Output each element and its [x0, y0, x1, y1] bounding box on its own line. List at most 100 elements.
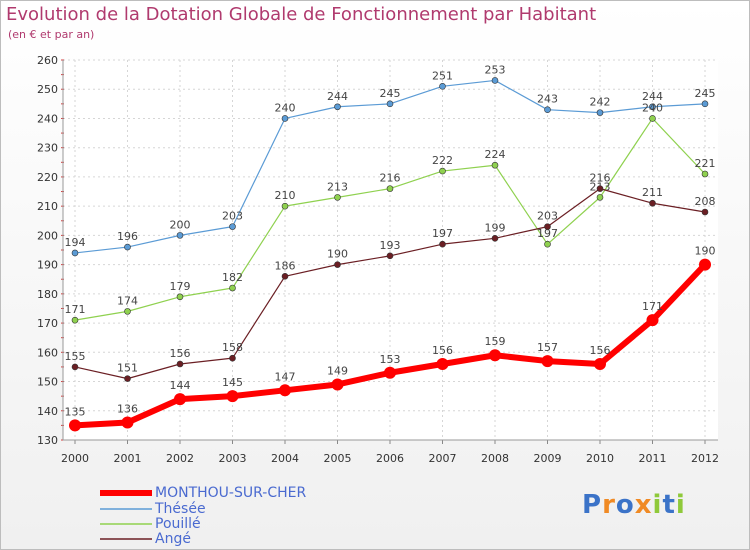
data-label: 186	[275, 259, 296, 272]
data-point	[649, 199, 656, 207]
data-label: 157	[537, 341, 558, 354]
legend-label-thesee: Thésée	[155, 501, 206, 517]
data-label: 242	[590, 96, 611, 109]
data-label: 179	[170, 280, 191, 293]
data-label: 156	[590, 344, 611, 357]
x-tick-label: 2001	[114, 452, 142, 465]
data-point	[281, 115, 289, 122]
data-label: 171	[65, 303, 86, 316]
y-tick-label: 260	[37, 54, 58, 67]
data-point	[544, 240, 551, 248]
data-label: 197	[432, 227, 453, 240]
data-point	[281, 202, 289, 210]
data-point	[386, 185, 394, 192]
data-label: 182	[222, 271, 243, 284]
data-label: 240	[642, 101, 663, 114]
data-point	[439, 240, 446, 248]
data-label: 200	[170, 218, 191, 231]
proxiti-logo: Proxiti	[582, 490, 686, 520]
data-point	[594, 358, 606, 370]
data-point	[71, 249, 79, 257]
data-label: 171	[642, 300, 663, 313]
data-label: 193	[380, 239, 401, 252]
data-point	[439, 83, 446, 90]
chart-title: Evolution de la Dotation Globale de Fonc…	[6, 4, 597, 25]
data-label: 158	[222, 341, 243, 354]
data-label: 155	[65, 350, 86, 363]
data-label: 156	[170, 347, 191, 360]
x-tick-label: 2009	[534, 452, 562, 465]
data-label: 194	[65, 236, 86, 249]
data-point	[544, 223, 551, 230]
data-point	[124, 375, 131, 382]
data-label: 244	[327, 90, 348, 103]
data-label: 224	[485, 148, 506, 161]
data-label: 174	[117, 294, 138, 307]
data-label: 253	[485, 63, 506, 76]
data-point	[334, 103, 341, 111]
y-tick-label: 210	[37, 200, 58, 213]
data-label: 145	[222, 376, 243, 389]
data-point	[124, 308, 131, 315]
data-point	[281, 273, 289, 280]
data-point	[176, 360, 184, 368]
data-label: 208	[695, 195, 716, 208]
data-point	[121, 416, 134, 429]
y-tick-label: 220	[37, 171, 58, 184]
x-tick-label: 2008	[481, 452, 509, 465]
y-tick-label: 130	[37, 434, 58, 447]
y-tick-label: 160	[37, 346, 58, 359]
legend-label-ange: Angé	[155, 531, 191, 547]
data-point	[489, 349, 501, 362]
x-tick-label: 2007	[429, 452, 457, 465]
data-label: 221	[695, 157, 716, 170]
x-tick-label: 2005	[324, 452, 352, 465]
data-label: 153	[380, 353, 401, 366]
y-tick-label: 150	[37, 376, 58, 389]
x-tick-label: 2011	[639, 452, 667, 465]
y-tick-label: 140	[37, 405, 58, 418]
data-point	[699, 258, 711, 271]
data-point	[491, 77, 499, 84]
data-label: 197	[537, 227, 558, 240]
y-tick-label: 170	[37, 317, 58, 330]
data-label: 159	[485, 335, 506, 348]
data-point	[541, 355, 554, 368]
data-point	[229, 354, 236, 362]
data-point	[229, 284, 236, 292]
y-tick-label: 200	[37, 229, 58, 242]
data-label: 216	[380, 172, 401, 185]
data-point	[386, 100, 394, 108]
data-point	[176, 293, 184, 301]
data-point	[596, 185, 604, 192]
data-point	[71, 316, 79, 324]
y-tick-label: 240	[37, 112, 58, 125]
data-point	[69, 419, 81, 432]
data-label: 203	[537, 210, 558, 223]
data-point	[491, 235, 499, 242]
data-point	[334, 261, 341, 268]
x-tick-label: 2006	[376, 452, 404, 465]
legend-label-monthou: MONTHOU-SUR-CHER	[155, 485, 307, 501]
data-label: 203	[222, 210, 243, 223]
data-label: 149	[327, 364, 348, 377]
legend-label-pouille: Pouillé	[155, 516, 201, 532]
data-label: 190	[695, 245, 716, 258]
data-label: 151	[117, 362, 138, 375]
data-label: 144	[170, 379, 191, 392]
data-label: 210	[275, 189, 296, 202]
data-point	[544, 106, 551, 113]
y-tick-label: 180	[37, 288, 58, 301]
data-label: 222	[432, 154, 453, 167]
data-label: 156	[432, 344, 453, 357]
x-tick-label: 2010	[586, 452, 614, 465]
data-point	[596, 109, 604, 116]
data-label: 244	[642, 90, 663, 103]
data-point	[384, 366, 396, 379]
data-point	[491, 161, 499, 169]
data-point	[279, 384, 291, 397]
data-point	[331, 378, 344, 391]
data-point	[386, 252, 394, 260]
data-point	[701, 208, 709, 216]
